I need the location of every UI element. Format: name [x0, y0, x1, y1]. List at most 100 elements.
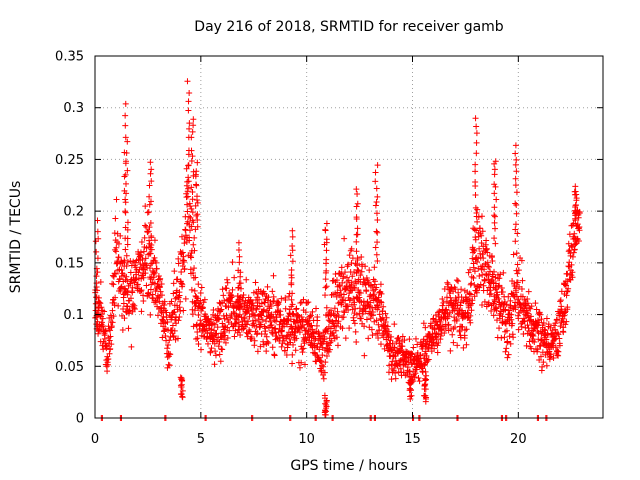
data-point — [218, 306, 225, 313]
data-point — [101, 332, 108, 339]
data-point — [352, 305, 359, 312]
data-point — [300, 345, 307, 352]
data-point — [572, 183, 579, 190]
data-point — [408, 350, 415, 357]
data-point — [189, 188, 196, 195]
data-point — [554, 330, 561, 337]
data-point — [183, 182, 190, 189]
data-point — [471, 226, 478, 233]
data-point — [552, 326, 559, 333]
data-point — [570, 220, 577, 227]
data-points — [92, 78, 583, 421]
data-point — [447, 347, 454, 354]
data-point — [321, 333, 328, 340]
data-point — [122, 100, 129, 107]
data-point — [94, 228, 101, 235]
data-point — [147, 250, 154, 257]
data-point — [524, 295, 531, 302]
data-point — [194, 329, 201, 336]
data-point — [367, 299, 374, 306]
data-point — [474, 218, 481, 225]
data-point — [464, 309, 471, 316]
data-point — [166, 362, 173, 369]
data-point — [373, 185, 380, 192]
data-point — [191, 265, 198, 272]
data-point — [305, 317, 312, 324]
data-point — [371, 291, 378, 298]
data-point — [112, 270, 119, 277]
data-point — [278, 295, 285, 302]
data-point — [170, 290, 177, 297]
data-point — [478, 213, 485, 220]
data-point — [455, 289, 462, 296]
data-point — [115, 302, 122, 309]
data-point — [466, 295, 473, 302]
data-point — [322, 276, 329, 283]
data-point — [295, 312, 302, 319]
data-point — [534, 348, 541, 355]
data-point — [151, 254, 158, 261]
data-point — [186, 227, 193, 234]
data-point — [240, 291, 247, 298]
data-point — [556, 340, 563, 347]
data-point — [191, 307, 198, 314]
data-point — [477, 281, 484, 288]
data-point — [392, 375, 399, 382]
data-point — [170, 280, 177, 287]
data-point — [493, 196, 500, 203]
data-point — [463, 341, 470, 348]
data-point — [198, 346, 205, 353]
data-point — [492, 298, 499, 305]
data-point — [576, 223, 583, 230]
data-point — [533, 306, 540, 313]
data-point — [389, 340, 396, 347]
data-point — [224, 335, 231, 342]
data-point — [351, 299, 358, 306]
data-point — [157, 275, 164, 282]
data-point — [378, 290, 385, 297]
data-point — [151, 280, 158, 287]
data-point — [460, 344, 467, 351]
data-point — [281, 347, 288, 354]
data-point — [115, 254, 122, 261]
data-point — [564, 304, 571, 311]
data-point — [217, 358, 224, 365]
data-point — [491, 219, 498, 226]
y-tick-label: 0.35 — [55, 50, 84, 65]
data-point — [226, 327, 233, 334]
data-point — [416, 378, 423, 385]
data-point — [121, 315, 128, 322]
data-point — [112, 215, 119, 222]
data-point — [333, 334, 340, 341]
y-tick-label: 0.25 — [55, 153, 84, 168]
data-point — [331, 305, 338, 312]
data-point — [147, 159, 154, 166]
data-point — [437, 332, 444, 339]
data-point — [272, 329, 279, 336]
data-point — [298, 313, 305, 320]
data-point — [531, 338, 538, 345]
data-point — [453, 297, 460, 304]
data-point — [309, 326, 316, 333]
data-point — [513, 202, 520, 209]
data-point — [373, 228, 380, 235]
data-point — [148, 178, 155, 185]
data-point — [451, 324, 458, 331]
data-point — [545, 321, 552, 328]
data-point — [519, 277, 526, 284]
data-point — [571, 230, 578, 237]
data-point — [540, 319, 547, 326]
data-point — [479, 251, 486, 258]
data-point — [476, 245, 483, 252]
data-point — [471, 247, 478, 254]
data-point — [110, 313, 117, 320]
data-point — [146, 224, 153, 231]
data-point — [363, 287, 370, 294]
data-point — [454, 342, 461, 349]
data-point — [509, 320, 516, 327]
data-point — [407, 395, 414, 402]
data-point — [270, 272, 277, 279]
y-tick-label: 0 — [76, 412, 84, 427]
data-point — [275, 299, 282, 306]
data-point — [164, 345, 171, 352]
